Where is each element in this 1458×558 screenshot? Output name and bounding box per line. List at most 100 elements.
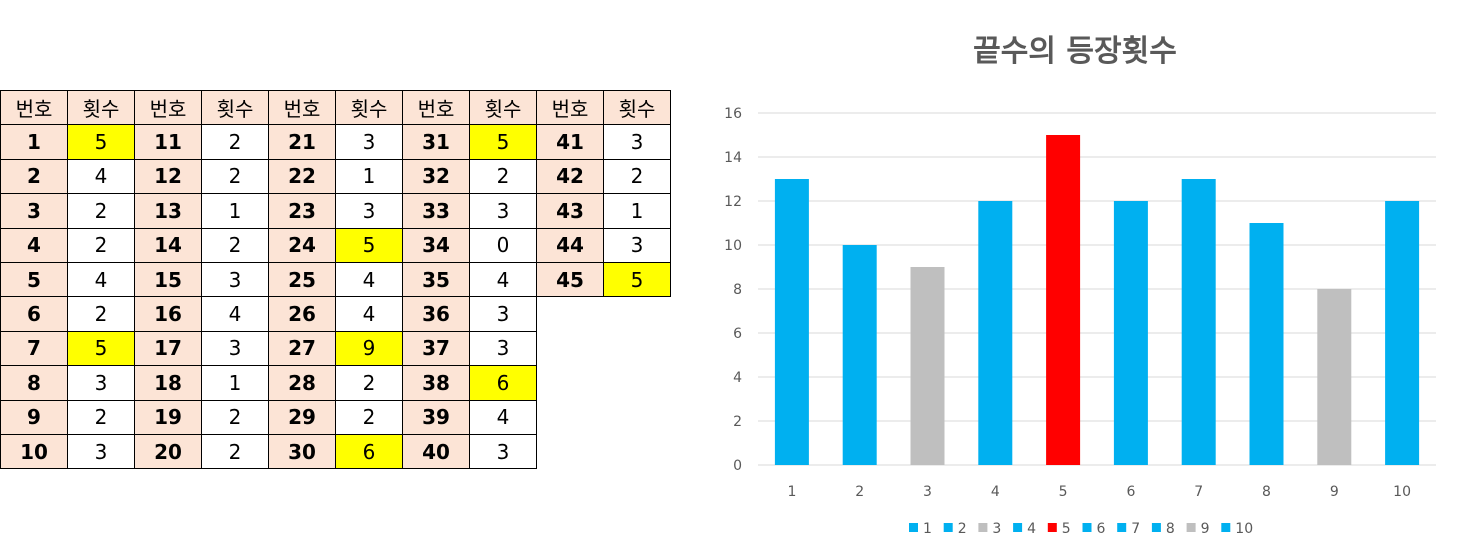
legend-label: 3 [992,521,1001,537]
count-table: 번호 횟수 번호 횟수 번호 횟수 번호 횟수 번호 횟수 1 5 11 2 21 3 31 5 41 3 2 4 12 2 2… [0,89,671,470]
count-cell: 2 [201,399,269,435]
count-cell: 1 [335,158,403,195]
number-cell: 45 [536,261,604,298]
bar [1046,135,1081,465]
bar [1113,201,1148,465]
table-body: 번호 횟수 번호 횟수 번호 횟수 번호 횟수 번호 횟수 1 5 11 2 21 3 31 5 41 3 2 4 12 2 2… [0,89,671,470]
number-cell: 37 [402,330,470,367]
count-cell: 1 [201,193,269,229]
number-cell: 42 [536,158,604,195]
x-tick-label: 4 [991,484,1000,500]
number-cell: 31 [402,124,470,160]
legend-swatch [909,523,918,532]
count-cell: 2 [201,124,269,160]
number-cell: 23 [268,193,336,229]
count-cell: 3 [469,296,537,332]
x-tick-label: 1 [787,484,796,500]
number-cell: 34 [402,227,470,263]
number-cell: 27 [268,330,336,367]
table-row: 9 2 19 2 29 2 39 4 [0,399,671,435]
count-cell: 3 [469,193,537,229]
legend-swatch [1082,523,1092,532]
legend-swatch [1013,523,1023,532]
count-cell: 2 [335,365,403,401]
legend-label: 2 [958,521,967,537]
legend-swatch [1151,523,1161,532]
legend-swatch [1047,523,1057,532]
number-cell: 16 [134,296,202,332]
legend-label: 4 [1027,521,1036,537]
table-row: 3 2 13 1 23 3 33 3 43 1 [0,193,671,229]
number-cell: 44 [536,227,604,263]
x-tick-label: 5 [1059,484,1068,500]
number-cell: 6 [0,296,68,332]
number-cell: 25 [268,261,336,298]
count-cell: 0 [469,227,537,263]
x-tick-label: 10 [1393,484,1411,500]
legend-label: 6 [1097,521,1106,537]
table-row: 6 2 16 4 26 4 36 3 [0,296,671,332]
legend-label: 8 [1166,521,1175,537]
count-cell: 3 [201,261,269,298]
number-cell: 17 [134,330,202,367]
y-tick-label: 14 [724,150,742,166]
table-row: 10 3 20 2 30 6 40 3 [0,433,671,470]
count-cell: 1 [603,193,671,229]
number-cell: 11 [134,124,202,160]
count-cell: 3 [335,193,403,229]
count-cell: 3 [603,124,671,160]
count-cell: 2 [67,296,135,332]
header-count: 횟수 [469,89,537,126]
legend-swatch [1221,523,1231,532]
number-cell: 40 [402,433,470,470]
number-cell: 32 [402,158,470,195]
count-cell: 3 [469,433,537,470]
bar [1249,223,1284,465]
count-cell: 6 [469,365,537,401]
x-axis-ticks: 1 2 3 4 5 6 7 8 9 10 [787,484,1411,500]
count-cell: 1 [201,365,269,401]
legend: 1 2 3 4 5 6 7 8 9 10 [909,521,1253,537]
legend-swatch [943,523,953,532]
count-cell: 2 [201,227,269,263]
count-cell: 3 [67,365,135,401]
number-cell: 35 [402,261,470,298]
number-cell: 8 [0,365,68,401]
header-number: 번호 [402,89,470,126]
count-cell: 3 [469,330,537,367]
count-cell: 4 [469,261,537,298]
number-cell: 13 [134,193,202,229]
number-cell: 5 [0,261,68,298]
legend-label: 1 [923,521,932,537]
number-cell: 33 [402,193,470,229]
count-cell: 3 [201,330,269,367]
header-count: 횟수 [201,89,269,126]
y-tick-label: 6 [733,326,742,342]
count-cell: 2 [469,158,537,195]
count-cell: 4 [201,296,269,332]
number-cell: 2 [0,158,68,195]
legend-label: 5 [1062,521,1071,537]
legend-label: 7 [1131,521,1140,537]
count-cell: 5 [603,261,671,298]
bar [842,245,877,465]
count-cell: 3 [67,433,135,470]
count-cell: 3 [335,124,403,160]
table-row: 1 5 11 2 21 3 31 5 41 3 [0,124,671,160]
number-cell: 14 [134,227,202,263]
table-row: 5 4 15 3 25 4 35 4 45 5 [0,261,671,298]
number-cell: 18 [134,365,202,401]
count-cell: 2 [201,158,269,195]
count-cell: 2 [335,399,403,435]
number-cell: 39 [402,399,470,435]
number-cell: 36 [402,296,470,332]
header-count: 횟수 [335,89,403,126]
y-tick-label: 12 [724,194,742,210]
x-tick-label: 7 [1194,484,1203,500]
count-cell: 2 [67,193,135,229]
count-cell: 4 [67,261,135,298]
legend-swatch [1186,523,1196,532]
table-header-row: 번호 횟수 번호 횟수 번호 횟수 번호 횟수 번호 횟수 [0,89,671,126]
chart-title: 끝수의 등장횟수 [973,34,1177,69]
count-cell: 5 [335,227,403,263]
